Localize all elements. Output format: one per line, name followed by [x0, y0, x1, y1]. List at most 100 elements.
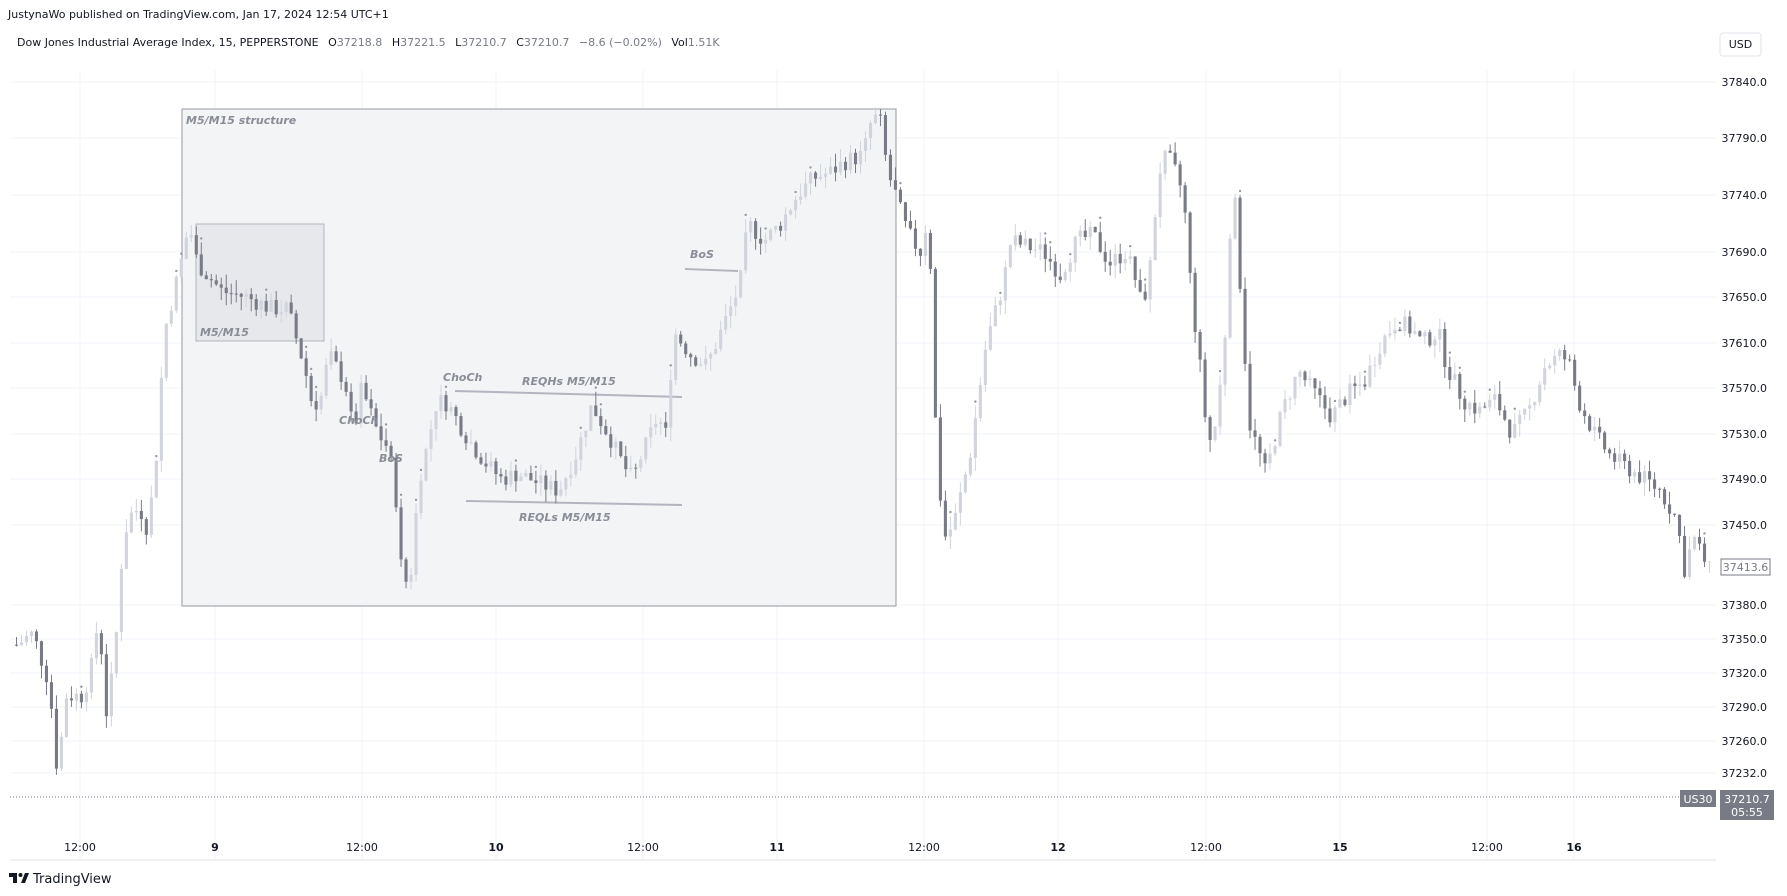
candle-body — [749, 221, 753, 233]
candle — [1702, 532, 1707, 568]
swing-marker — [999, 291, 1002, 295]
candle-body — [554, 480, 558, 496]
candle-body — [1593, 426, 1597, 431]
candle — [279, 299, 283, 323]
swing-marker — [594, 386, 598, 389]
candle — [1638, 460, 1642, 485]
candle — [1063, 268, 1067, 283]
candle-body — [953, 512, 957, 530]
candle-body — [1013, 235, 1017, 246]
candle-body — [1268, 453, 1272, 464]
candle — [384, 423, 388, 452]
structure-box[interactable] — [181, 108, 897, 607]
candle-body — [903, 202, 907, 222]
candle — [1453, 362, 1457, 380]
candle-body — [119, 568, 123, 632]
candle — [264, 288, 268, 316]
candle — [24, 630, 29, 647]
reqhs-line[interactable] — [454, 390, 683, 398]
candle-body — [244, 294, 248, 297]
time-axis[interactable]: 12:00 9 12:00 10 12:00 11 12:00 12 12:00 15 12:00 1… — [64, 841, 1582, 854]
candle-body — [1148, 260, 1152, 300]
candle-body — [64, 698, 68, 737]
candle-body — [1503, 410, 1507, 420]
candle — [1483, 402, 1487, 409]
candle — [784, 207, 788, 242]
legend-o-label: O — [328, 36, 337, 49]
candle — [938, 404, 942, 507]
candle-body — [734, 297, 738, 307]
tradingview-logo[interactable]: TradingView — [9, 872, 112, 887]
candle-body — [908, 221, 912, 229]
candle — [524, 468, 528, 478]
candle — [324, 358, 328, 399]
candle — [948, 510, 952, 550]
candle — [1603, 430, 1607, 454]
candle — [734, 285, 738, 317]
candle-body — [604, 426, 608, 435]
candle-body — [1538, 384, 1542, 403]
candle — [1298, 369, 1302, 387]
candle — [229, 283, 233, 305]
candle — [873, 107, 878, 125]
price-tick-label: 37740.0 — [1722, 189, 1768, 202]
candle-body — [194, 235, 198, 255]
time-tick-label: 15 — [1332, 841, 1347, 854]
legend-change: −8.6 (−0.02%) — [579, 36, 662, 49]
candle — [809, 166, 813, 195]
candle — [709, 351, 713, 371]
candle — [699, 357, 703, 367]
candle — [154, 454, 158, 499]
candle — [464, 431, 468, 450]
candle — [1098, 216, 1102, 254]
candle-body — [699, 364, 703, 366]
candle-body — [988, 326, 992, 350]
candle-body — [1203, 359, 1207, 418]
currency-button-label: USD — [1729, 38, 1753, 51]
candle-body — [309, 375, 313, 402]
candle — [639, 456, 643, 473]
candle-body — [1692, 536, 1697, 550]
candle-body — [149, 497, 153, 535]
candle — [1068, 252, 1072, 282]
candle — [1388, 320, 1392, 339]
candle — [1278, 410, 1282, 448]
candle-body — [329, 351, 333, 365]
candle-body — [399, 507, 403, 560]
candle-body — [679, 334, 683, 344]
candle — [194, 226, 198, 259]
candle — [1672, 513, 1677, 517]
price-tick-label: 37530.0 — [1722, 428, 1768, 441]
candle — [669, 364, 673, 442]
candle — [149, 485, 153, 538]
candle — [1213, 426, 1217, 443]
candle-body — [1178, 164, 1182, 186]
candle-body — [1558, 350, 1562, 357]
candle — [943, 490, 947, 541]
candle-body — [843, 161, 848, 171]
candle — [589, 405, 593, 432]
candle — [509, 461, 513, 488]
candle-body — [1488, 399, 1492, 408]
reqls-line[interactable] — [465, 500, 683, 506]
candle — [439, 384, 443, 419]
candle — [1653, 472, 1657, 498]
candle-body — [124, 532, 128, 569]
candle — [769, 227, 773, 242]
candle-body — [774, 225, 778, 230]
candle-body — [1323, 395, 1327, 409]
currency-button[interactable]: USD — [1719, 32, 1762, 57]
candle — [1243, 277, 1247, 371]
candle-body — [24, 636, 29, 643]
candle-body — [1228, 238, 1232, 338]
candle — [594, 386, 598, 417]
candle — [634, 463, 638, 479]
candle — [159, 366, 163, 473]
candle — [858, 140, 863, 174]
bos-line[interactable] — [684, 268, 739, 272]
candle — [1108, 249, 1112, 276]
candle-body — [823, 173, 828, 177]
price-axis[interactable]: 37840.0 37790.0 37740.0 37690.0 37650.0 37610… — [1722, 76, 1768, 780]
candle-body — [893, 180, 898, 190]
